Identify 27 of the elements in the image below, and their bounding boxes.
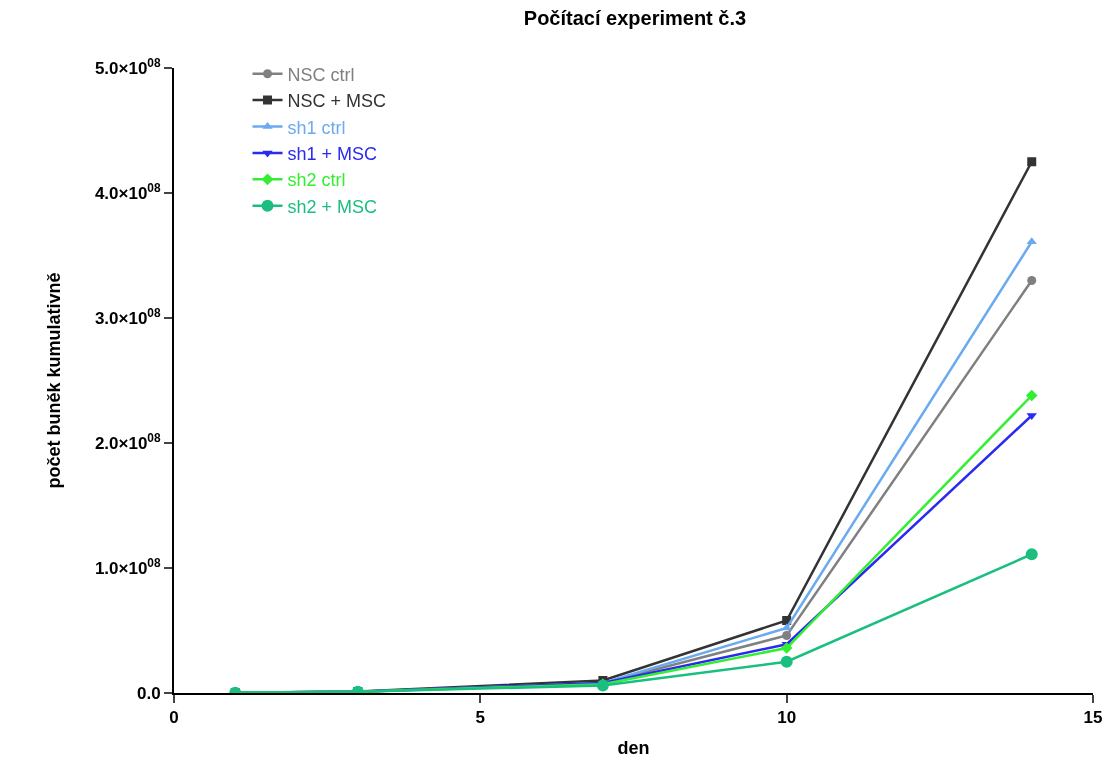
x-tick-label: 15 bbox=[1083, 708, 1103, 728]
legend-label: sh1 ctrl bbox=[287, 117, 346, 138]
point bbox=[1027, 276, 1037, 285]
x-tick-label: 10 bbox=[777, 708, 797, 728]
x-tick-label: 5 bbox=[475, 708, 486, 728]
legend-label: sh2 ctrl bbox=[287, 170, 346, 191]
y-tick-label: 2.0×10$^{08}$ bbox=[94, 430, 161, 453]
y-tick-label: 3.0×10$^{08}$ bbox=[94, 305, 161, 328]
point bbox=[1025, 548, 1038, 561]
x-tick-label: 0 bbox=[169, 708, 179, 728]
point bbox=[781, 623, 792, 631]
point bbox=[1027, 157, 1037, 167]
point bbox=[782, 631, 792, 640]
y-tick-label: 4.0×10$^{08}$ bbox=[94, 180, 161, 203]
x-axis-title: den bbox=[617, 738, 650, 758]
y-tick-label: 1.0×10$^{08}$ bbox=[94, 555, 161, 578]
point bbox=[1025, 389, 1038, 402]
point bbox=[780, 642, 793, 654]
legend-label: sh2 + MSC bbox=[287, 196, 378, 217]
legend-label: NSC ctrl bbox=[287, 64, 355, 85]
chart-title: Počítací experiment č.3 bbox=[523, 7, 747, 30]
point bbox=[780, 655, 793, 668]
y-axis-title: počet buněk kumulativně bbox=[43, 272, 64, 489]
legend-label: NSC + MSC bbox=[287, 91, 387, 112]
y-tick-label: 5.0×10$^{08}$ bbox=[94, 55, 161, 78]
legend-label: sh1 + MSC bbox=[287, 143, 378, 164]
y-tick-label: 0.0 bbox=[136, 683, 161, 703]
